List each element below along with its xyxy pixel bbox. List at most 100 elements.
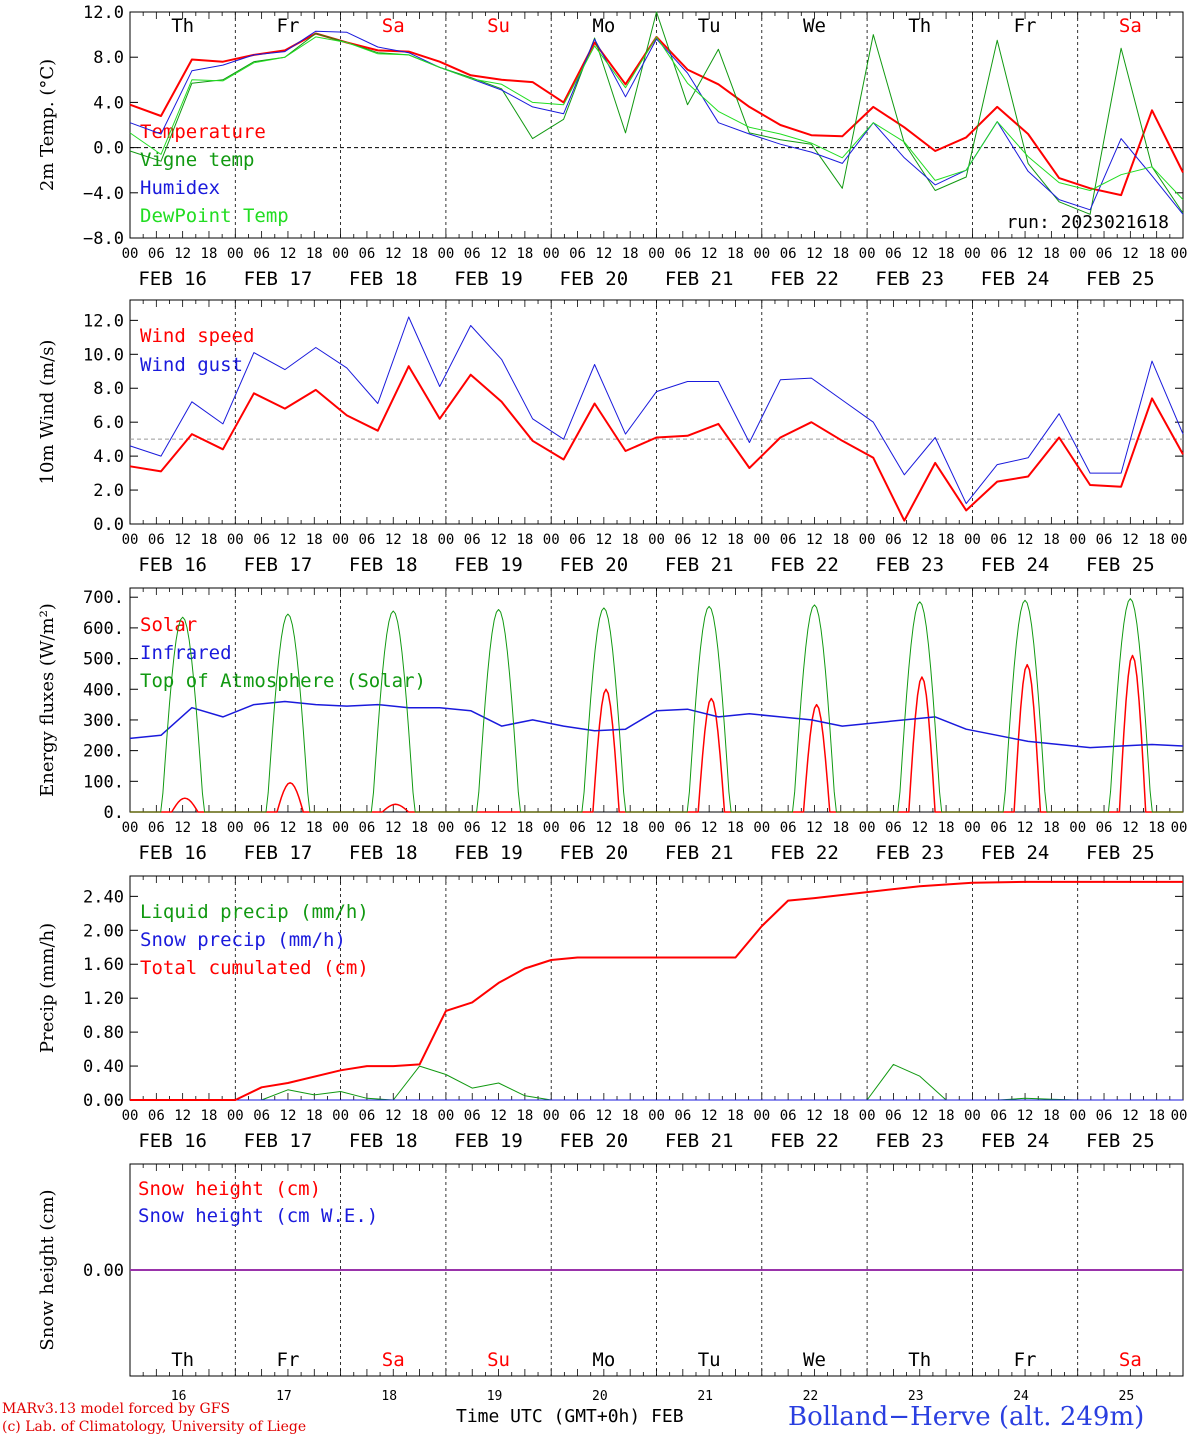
- hour-label: 06: [674, 820, 691, 836]
- hour-label: 00: [859, 246, 876, 262]
- hour-label: 12: [806, 246, 823, 262]
- hour-label: 06: [569, 532, 586, 548]
- y-tick-label: 0.0: [93, 139, 124, 159]
- y-axis-label: 2m Temp. (°C): [37, 59, 58, 191]
- date-label: FEB 24: [981, 554, 1050, 576]
- y-tick-label: 0.00: [83, 1091, 124, 1111]
- hour-label: 12: [490, 1108, 507, 1124]
- day-number-label: 24: [1013, 1389, 1029, 1404]
- hour-label: 18: [622, 532, 639, 548]
- hour-label: 12: [1017, 246, 1034, 262]
- hour-label: 00: [227, 1108, 244, 1124]
- y-tick-label: 400.: [83, 680, 124, 700]
- date-label: FEB 22: [770, 1130, 839, 1152]
- hour-label: 18: [938, 820, 955, 836]
- legend-dewpoint: DewPoint Temp: [140, 205, 289, 227]
- hour-label: 00: [648, 246, 665, 262]
- hour-label: 00: [332, 246, 349, 262]
- y-tick-label: 2.0: [93, 481, 124, 501]
- hour-label: 18: [938, 246, 955, 262]
- day-number-label: 16: [171, 1389, 187, 1404]
- y-tick-label: 0.40: [83, 1057, 124, 1077]
- hour-label: 00: [859, 820, 876, 836]
- y-tick-label: 1.60: [83, 955, 124, 975]
- hour-label: 00: [332, 820, 349, 836]
- date-label: FEB 25: [1086, 842, 1155, 864]
- hour-label: 12: [1017, 1108, 1034, 1124]
- series-line-humidex: [129, 30, 1184, 215]
- date-label: FEB 25: [1086, 268, 1155, 290]
- date-label: FEB 19: [454, 842, 523, 864]
- hour-label: 18: [306, 820, 323, 836]
- series-line-wind_speed: [129, 365, 1184, 522]
- hour-label: 00: [648, 1108, 665, 1124]
- hour-label: 18: [306, 246, 323, 262]
- weekday-label: Tu: [698, 1349, 721, 1371]
- weekday-label: Su: [487, 15, 510, 37]
- hour-label: 18: [727, 246, 744, 262]
- hour-label: 00: [1069, 1108, 1086, 1124]
- hour-label: 18: [201, 820, 218, 836]
- hour-label: 00: [753, 820, 770, 836]
- y-tick-label: 0.0: [93, 515, 124, 535]
- date-label: FEB 24: [981, 268, 1050, 290]
- date-label: FEB 18: [349, 1130, 418, 1152]
- date-label: FEB 24: [981, 1130, 1050, 1152]
- y-tick-label: 500.: [83, 650, 124, 670]
- date-label: FEB 16: [138, 554, 207, 576]
- hour-label: 18: [622, 820, 639, 836]
- hour-label: 00: [227, 532, 244, 548]
- hour-label: 00: [859, 532, 876, 548]
- y-tick-label: 0.: [104, 803, 124, 823]
- hour-label: 12: [490, 820, 507, 836]
- hour-label: 06: [990, 532, 1007, 548]
- hour-label: 12: [280, 246, 297, 262]
- hour-label: 00: [753, 246, 770, 262]
- hour-label: 06: [253, 532, 270, 548]
- hour-label: 12: [280, 820, 297, 836]
- y-tick-label: 12.0: [83, 311, 124, 331]
- hour-label: 18: [306, 532, 323, 548]
- hour-label: 06: [569, 1108, 586, 1124]
- y-tick-label: 100.: [83, 772, 124, 792]
- panel-3: 700. 600. 500. 400. 300. 200. 100. 0. Energy flu…: [37, 587, 1188, 864]
- hour-label: 06: [464, 820, 481, 836]
- date-label: FEB 23: [875, 554, 944, 576]
- day-number-label: 25: [1119, 1389, 1135, 1404]
- hour-label: 00: [437, 820, 454, 836]
- hour-label: 12: [806, 532, 823, 548]
- hour-label: 12: [385, 532, 402, 548]
- weekday-label: We: [803, 15, 826, 37]
- day-number-label: 20: [592, 1389, 608, 1404]
- weekday-label: Sa: [382, 1349, 405, 1371]
- hour-label: 12: [174, 246, 191, 262]
- hour-label: 12: [595, 532, 612, 548]
- hour-label: 18: [411, 1108, 428, 1124]
- hour-label: 12: [385, 1108, 402, 1124]
- y-tick-label: 1.20: [83, 989, 124, 1009]
- hour-label: 06: [885, 1108, 902, 1124]
- hour-label: 00: [1171, 246, 1188, 262]
- weekday-label: Tu: [698, 15, 721, 37]
- station-name: Bolland−Herve (alt. 249m): [788, 1402, 1145, 1432]
- hour-label: 00: [1171, 820, 1188, 836]
- date-label: FEB 16: [138, 842, 207, 864]
- date-label: FEB 16: [138, 1130, 207, 1152]
- date-label: FEB 19: [454, 268, 523, 290]
- weekday-label: Th: [171, 1349, 194, 1371]
- weekday-label: Fr: [1014, 15, 1037, 37]
- hour-label: 18: [516, 1108, 533, 1124]
- day-number-label: 17: [276, 1389, 292, 1404]
- hour-label: 06: [990, 246, 1007, 262]
- hour-label: 12: [490, 246, 507, 262]
- hour-label: 00: [648, 820, 665, 836]
- hour-label: 06: [569, 820, 586, 836]
- legend-toa: Top of Atmosphere (Solar): [140, 670, 426, 692]
- day-number-label: 22: [803, 1389, 819, 1404]
- hour-label: 00: [122, 532, 139, 548]
- plot-frame: [129, 299, 1184, 525]
- y-tick-label: 300.: [83, 711, 124, 731]
- hour-label: 12: [385, 246, 402, 262]
- day-number-label: 18: [381, 1389, 397, 1404]
